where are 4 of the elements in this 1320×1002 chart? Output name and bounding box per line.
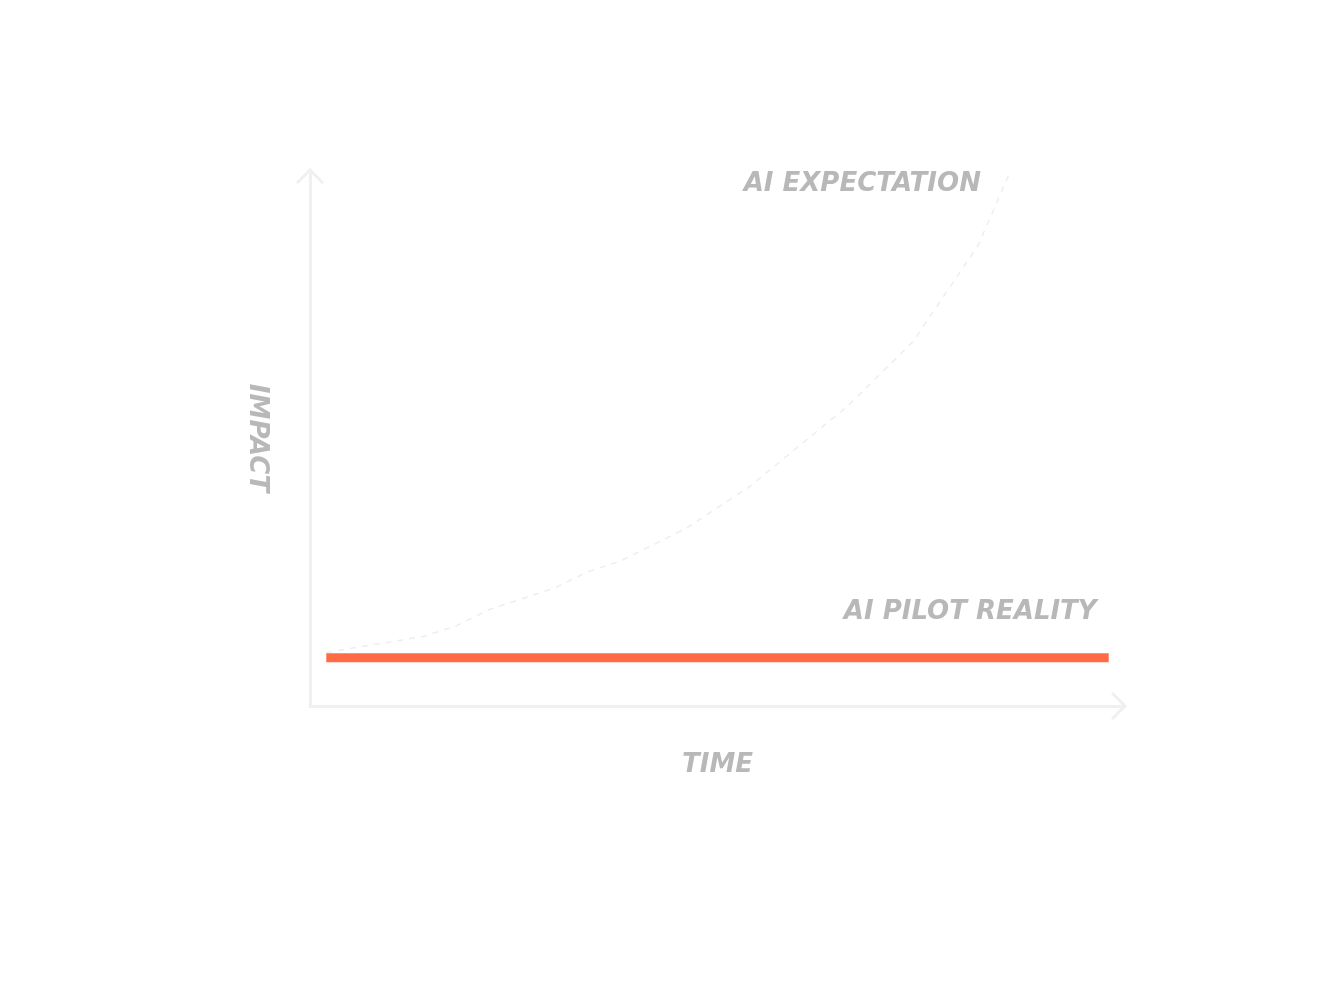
series-label: AI EXPECTATION bbox=[741, 167, 982, 197]
x-axis-title: TIME bbox=[681, 748, 754, 778]
y-axis-title: IMPACT bbox=[244, 383, 274, 495]
series-label: AI PILOT REALITY bbox=[841, 594, 1100, 625]
